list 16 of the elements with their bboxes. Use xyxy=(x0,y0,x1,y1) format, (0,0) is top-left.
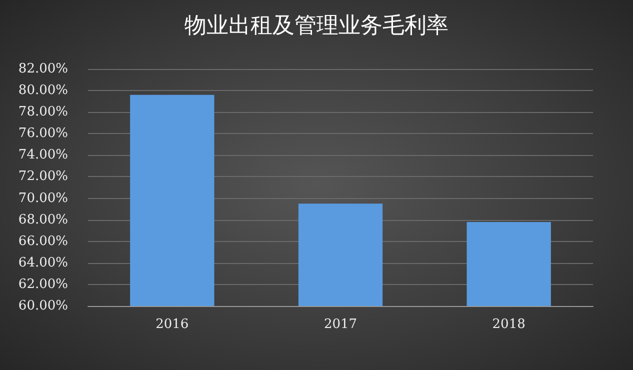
y-tick-label: 78.00% xyxy=(18,104,68,120)
y-tick-label: 62.00% xyxy=(18,276,68,292)
chart-title: 物业出租及管理业务毛利率 xyxy=(184,14,448,38)
y-tick-label: 82.00% xyxy=(18,62,68,76)
y-tick-label: 76.00% xyxy=(18,126,68,142)
y-tick-label: 74.00% xyxy=(18,148,68,163)
y-tick-label: 60.00% xyxy=(18,298,68,314)
y-tick-label: 70.00% xyxy=(18,190,68,206)
x-tick-label: 2016 xyxy=(156,317,189,332)
x-tick-label: 2017 xyxy=(324,317,358,332)
y-tick-label: 66.00% xyxy=(18,234,68,249)
y-tick-label: 72.00% xyxy=(18,169,68,184)
y-tick-label: 68.00% xyxy=(18,212,68,228)
y-tick-label: 64.00% xyxy=(18,255,68,270)
x-tick-label: 2018 xyxy=(492,317,526,332)
y-tick-label: 80.00% xyxy=(18,83,68,98)
